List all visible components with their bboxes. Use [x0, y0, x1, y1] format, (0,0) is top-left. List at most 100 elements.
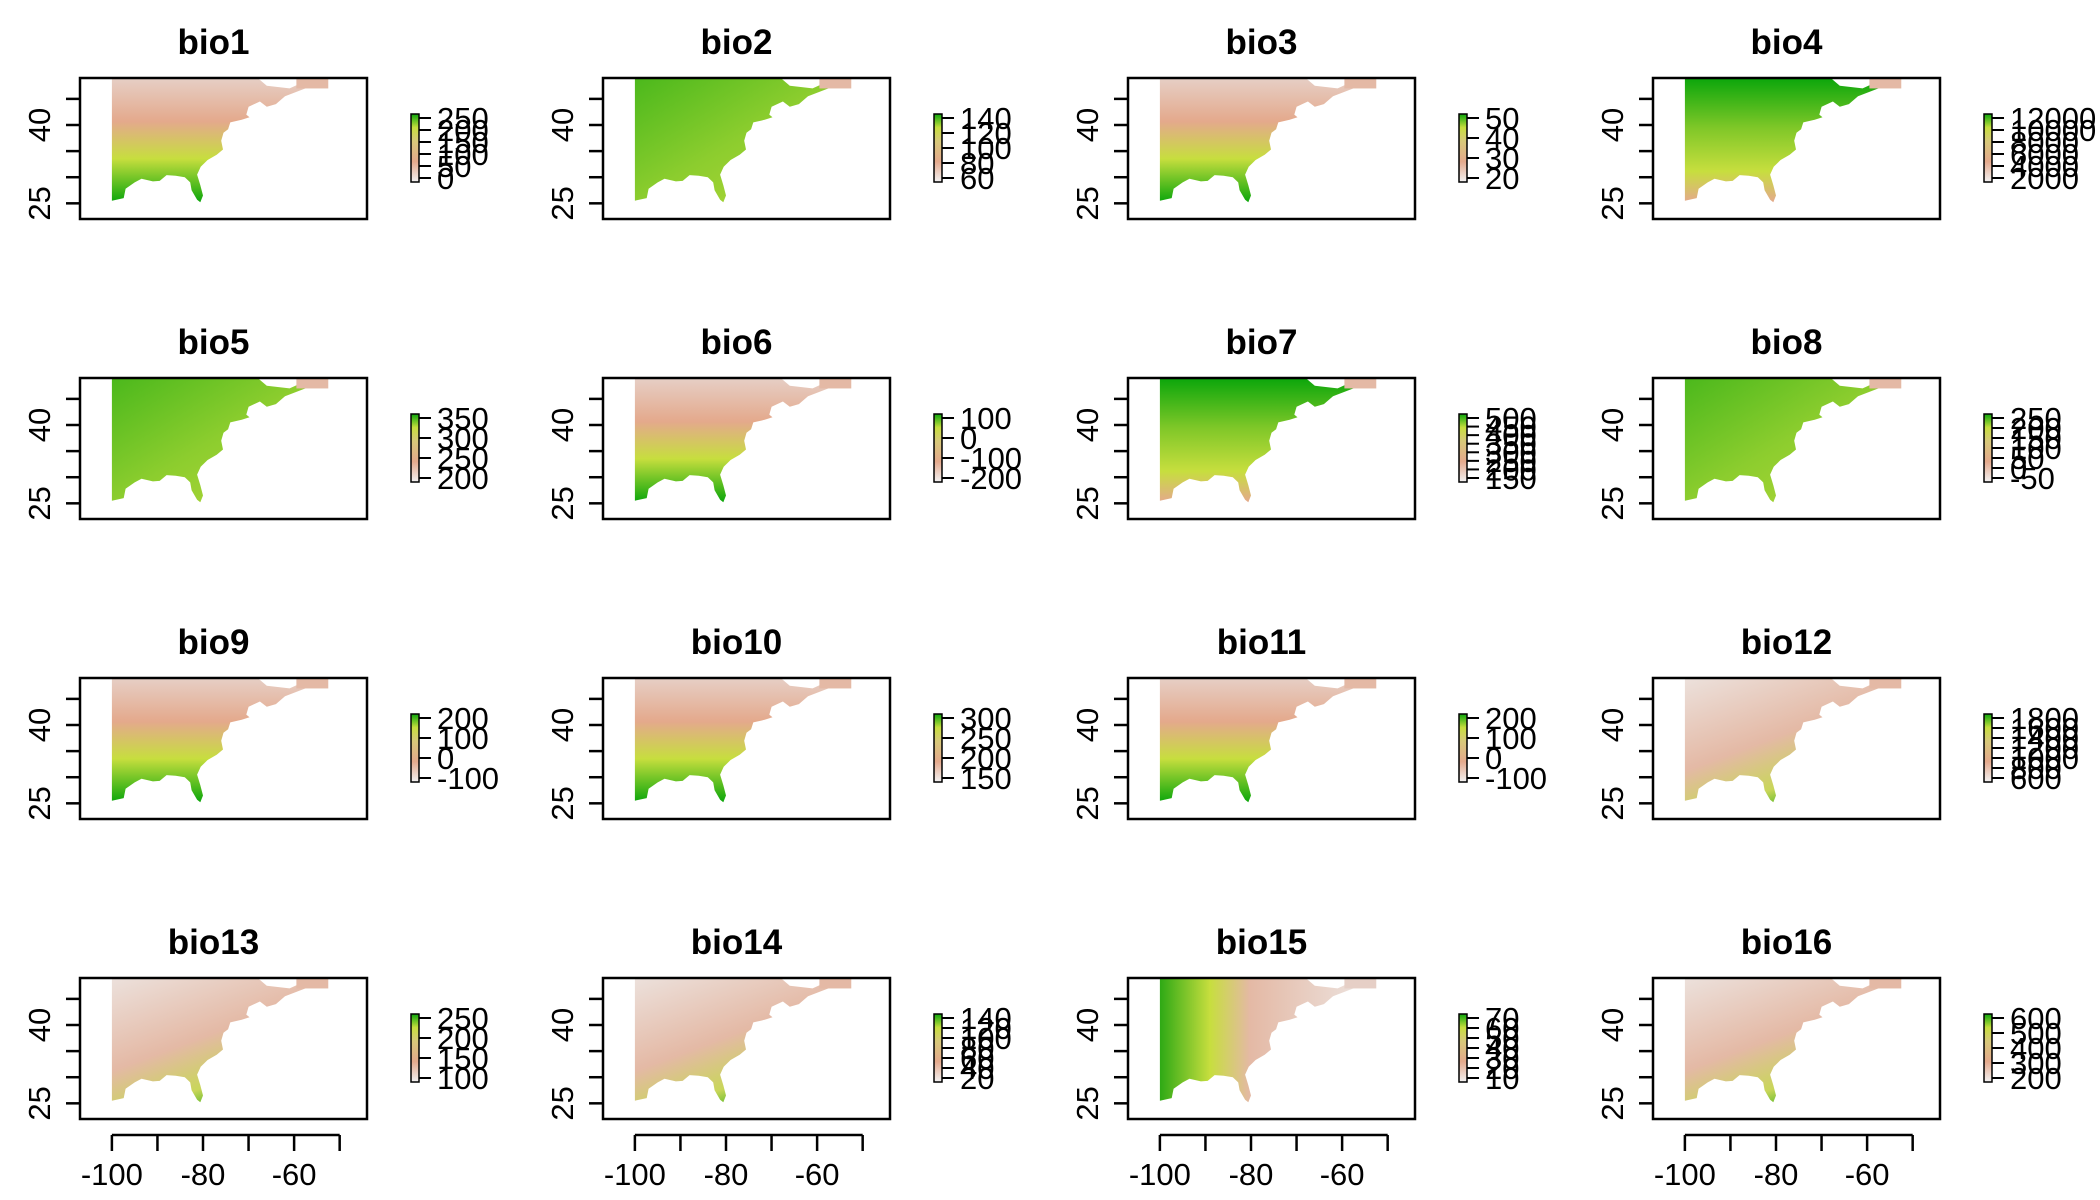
- panel-frame: [1651, 376, 1942, 521]
- x-tick-label: -100: [81, 1157, 143, 1192]
- panel-frame: [78, 76, 369, 221]
- legend-label: 600: [2010, 761, 2062, 796]
- legend-label: 120: [960, 116, 1012, 151]
- legend-label: 150: [2010, 421, 2062, 456]
- legend-label: 200: [437, 1021, 489, 1056]
- legend-label: 300: [2010, 1046, 2062, 1081]
- y-axis: 25 40: [545, 997, 603, 1121]
- legend-label: 500: [1485, 401, 1537, 436]
- y-tick-label: 25: [545, 486, 580, 520]
- y-axis: 25 40: [1070, 397, 1128, 521]
- panel-frame: [1126, 376, 1417, 521]
- panel-title: bio15: [1216, 923, 1307, 962]
- legend-label: 50: [2010, 441, 2044, 476]
- x-tick-label: -80: [181, 1157, 226, 1192]
- legend-colorbar: [1458, 1013, 1468, 1083]
- legend-colorbar: [410, 713, 420, 783]
- panel-title: bio14: [691, 923, 783, 962]
- y-tick-label: 40: [545, 1008, 580, 1042]
- panel-frame: [1651, 676, 1942, 821]
- panel-frame: [1126, 76, 1417, 221]
- x-tick-label: -60: [1320, 1157, 1365, 1192]
- raster-island-bio11: [1344, 678, 1377, 689]
- panel-frame: [601, 76, 892, 221]
- y-tick-label: 40: [545, 408, 580, 442]
- legend-colorbar: [933, 413, 943, 483]
- legend-colorbar: [1458, 713, 1468, 783]
- y-tick-label: 25: [545, 786, 580, 820]
- legend-label: 140: [960, 1001, 1012, 1036]
- raster-bio10: [634, 678, 836, 803]
- raster-bio4: [1684, 78, 1886, 203]
- legend-label: 40: [1485, 121, 1519, 156]
- y-axis: 25 40: [545, 697, 603, 821]
- y-tick-label: 25: [22, 786, 57, 820]
- legend-label: 1400: [2010, 721, 2079, 756]
- legend-label: 350: [1485, 427, 1537, 462]
- y-axis: 25 40: [545, 97, 603, 221]
- legend-label: 250: [437, 1001, 489, 1036]
- y-tick-label: 40: [545, 108, 580, 142]
- y-tick-label: 40: [22, 108, 57, 142]
- panel-frame: [78, 676, 369, 821]
- panel-title: bio12: [1741, 623, 1832, 662]
- legend-label: 0: [437, 741, 454, 776]
- legend-label: 250: [2010, 401, 2062, 436]
- y-tick-label: 25: [1595, 786, 1630, 820]
- raster-island-bio15: [1344, 978, 1377, 989]
- y-tick-label: 25: [1070, 186, 1105, 220]
- legend-label: 100: [1485, 721, 1537, 756]
- raster-bio6: [634, 378, 836, 503]
- legend-colorbar: [1458, 113, 1468, 183]
- legend-label: 20: [1485, 1051, 1519, 1086]
- panel-title: bio3: [1226, 23, 1298, 62]
- panel-title: bio13: [168, 923, 259, 962]
- legend-label: 60: [960, 161, 994, 196]
- y-tick-label: 25: [545, 186, 580, 220]
- legend-label: 140: [960, 101, 1012, 136]
- panel-frame: [601, 376, 892, 521]
- legend-label: 100: [960, 1021, 1012, 1056]
- x-tick-label: -80: [704, 1157, 749, 1192]
- raster-island-bio1: [296, 78, 329, 89]
- legend-label: 300: [1485, 435, 1537, 470]
- legend-label: 10: [1485, 1061, 1519, 1096]
- legend-label: 150: [437, 1041, 489, 1076]
- legend-label: 250: [437, 441, 489, 476]
- y-tick-label: 25: [22, 486, 57, 520]
- x-axis: -100 -80 -60: [604, 1133, 864, 1192]
- legend-label: 100: [960, 131, 1012, 166]
- y-tick-label: 40: [1595, 108, 1630, 142]
- y-axis: 25 40: [1070, 997, 1128, 1121]
- raster-island-bio6: [819, 378, 852, 389]
- x-tick-label: -80: [1754, 1157, 1799, 1192]
- panel-title: bio4: [1751, 23, 1823, 62]
- legend-label: 70: [1485, 1001, 1519, 1036]
- y-tick-label: 40: [545, 708, 580, 742]
- y-tick-label: 25: [1070, 1086, 1105, 1120]
- panel-frame: [78, 376, 369, 521]
- legend-label: 100: [437, 721, 489, 756]
- legend-label: 800: [2010, 751, 2062, 786]
- legend-label: 80: [960, 1031, 994, 1066]
- legend-label: 400: [2010, 1031, 2062, 1066]
- legend-label: 50: [1485, 1021, 1519, 1056]
- legend-label: -50: [2010, 461, 2055, 496]
- legend-colorbar: [933, 1013, 943, 1083]
- legend-label: 350: [437, 401, 489, 436]
- legend-label: 1800: [2010, 701, 2079, 736]
- raster-island-bio10: [819, 678, 852, 689]
